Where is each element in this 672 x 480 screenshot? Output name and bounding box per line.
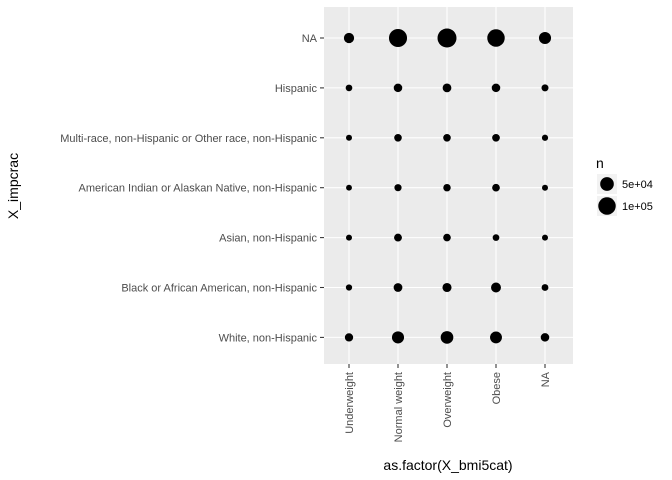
data-point [487, 29, 505, 47]
data-point [391, 331, 405, 344]
y-axis-title: X_impcrac [5, 153, 21, 219]
y-tick-label: White, non-Hispanic [219, 332, 318, 344]
y-tick-label: Hispanic [275, 83, 318, 95]
data-point [394, 233, 402, 242]
data-point [541, 134, 549, 141]
data-point [440, 331, 454, 344]
y-tick-label: NA [302, 33, 318, 45]
y-tick-label: American Indian or Alaskan Native, non-H… [79, 183, 318, 195]
data-point [538, 31, 552, 45]
data-point [388, 28, 408, 48]
x-axis-title: as.factor(X_bmi5cat) [383, 457, 512, 473]
legend: n 5e+04 1e+05 [596, 155, 653, 216]
y-tick-label: Multi-race, non-Hispanic or Other race, … [60, 133, 317, 145]
y-axis: White, non-Hispanic Black or African Amer… [60, 33, 324, 344]
x-tick-label: Obese [491, 372, 503, 404]
data-point [541, 284, 549, 291]
data-point [346, 234, 352, 241]
data-point [345, 84, 353, 92]
data-point [490, 331, 502, 344]
data-point [443, 233, 451, 242]
data-point [443, 183, 451, 192]
data-point [394, 184, 402, 192]
data-point [491, 83, 501, 93]
data-point [344, 333, 354, 342]
y-tick-label: Black or African American, non-Hispanic [121, 283, 317, 295]
data-point [345, 284, 353, 291]
data-point [542, 184, 548, 191]
data-point [346, 134, 352, 141]
x-tick-label: Underweight [344, 372, 356, 434]
y-tick-label: Asian, non-Hispanic [219, 233, 317, 245]
data-point [343, 32, 355, 44]
data-point [491, 282, 501, 293]
data-point [393, 83, 403, 93]
data-point [393, 283, 403, 292]
legend-title: n [596, 155, 604, 171]
data-point [540, 333, 550, 342]
data-point [394, 134, 402, 142]
data-point [443, 134, 451, 142]
data-point [437, 28, 457, 48]
data-point [442, 83, 452, 93]
x-tick-label: Normal weight [393, 372, 405, 442]
x-tick-label: NA [540, 371, 552, 387]
x-tick-label: Overweight [442, 372, 454, 428]
data-point [492, 234, 500, 241]
data-points [343, 28, 552, 344]
legend-label: 5e+04 [622, 179, 653, 191]
data-point [492, 183, 500, 192]
legend-symbol [600, 177, 614, 191]
data-point [541, 84, 549, 92]
legend-label: 1e+05 [622, 201, 653, 213]
data-point [542, 234, 548, 241]
data-point [442, 282, 452, 293]
x-axis: Underweight Normal weight Overweight Obese N… [344, 364, 552, 442]
legend-symbol [598, 197, 616, 215]
data-point [346, 184, 352, 191]
data-point [492, 133, 500, 142]
